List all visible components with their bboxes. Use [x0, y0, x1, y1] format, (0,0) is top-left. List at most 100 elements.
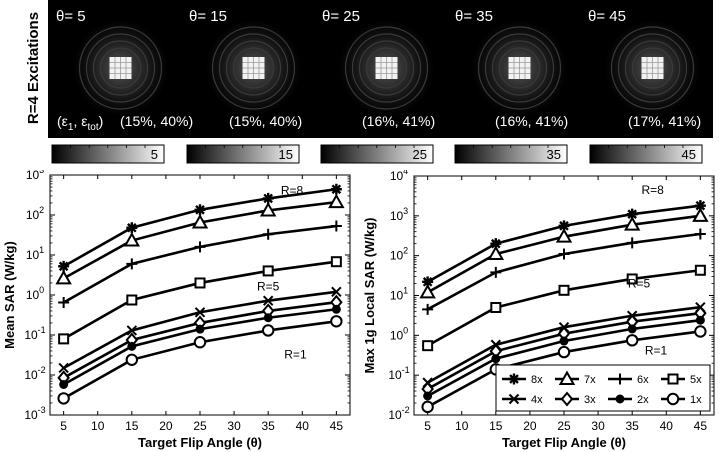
data-point-triangle-marker [328, 193, 345, 209]
x-tick-label: 10 [91, 419, 105, 433]
data-point-triangle-marker [623, 216, 641, 231]
excitation-panel: θ= 5 (15%, 40%) [56, 8, 193, 129]
data-point-plus-marker [422, 303, 434, 315]
data-point-diamond-marker [560, 391, 574, 407]
data-point-asterisk-marker [422, 276, 434, 288]
data-point-triangle-marker [555, 228, 573, 243]
y-tick-label: 104 [390, 170, 408, 183]
error-values: (15%, 40%) [120, 113, 193, 129]
series-7x [419, 207, 709, 299]
y-tick-label: 102 [390, 246, 408, 263]
error-values: (15%, 40%) [229, 113, 302, 129]
data-point-dot-marker [559, 336, 569, 346]
data-point-dot-marker [627, 324, 637, 334]
y-tick-label: 100 [390, 325, 408, 342]
data-point-plus-marker [194, 241, 206, 253]
y-tick-label: 10-1 [24, 325, 45, 342]
data-point-cross-marker [331, 286, 342, 298]
data-point-dot-marker [423, 391, 433, 401]
data-point-circle-marker [261, 324, 275, 337]
excitation-ring [92, 40, 149, 96]
x-tick-label: 15 [489, 419, 503, 433]
legend-label: 6x [637, 374, 649, 386]
excitation-ring [211, 26, 296, 110]
y-tick-label: 103 [26, 170, 44, 182]
data-point-triangle-marker [487, 245, 505, 261]
legend-entry: 8x [502, 373, 543, 386]
excitation-ring [617, 33, 688, 103]
excitation-ring [344, 26, 429, 110]
data-point-cross-marker [508, 393, 520, 405]
x-tick-label: 20 [523, 419, 537, 433]
data-point-circle-marker [694, 325, 707, 338]
data-point-plus-marker [558, 248, 570, 260]
data-point-circle-marker [57, 392, 70, 405]
x-tick-label: 45 [694, 419, 708, 433]
colorbar-max-label: 25 [413, 147, 427, 162]
data-point-cross-marker [262, 295, 274, 306]
series-5x [58, 256, 342, 345]
legend-entry: 4x [502, 393, 543, 406]
excitation-panel-strip: R=4 Excitations θ= 5 (15%, 40%) θ= 15 (15%,… [25, 0, 713, 164]
theta-label: θ= 25 [322, 8, 360, 25]
series-5x [422, 264, 706, 352]
legend-label: 1x [690, 394, 702, 406]
data-point-triangle-marker [123, 231, 141, 247]
y-tick-label: 101 [26, 245, 44, 262]
excitation-ring [232, 47, 275, 89]
excitation-ring [498, 47, 541, 89]
data-point-triangle-marker [259, 201, 277, 217]
data-point-asterisk-marker [126, 222, 138, 234]
x-tick-label: 40 [660, 419, 674, 433]
data-point-asterisk-marker [508, 373, 520, 385]
x-axis-label: Target Flip Angle (θ) [502, 435, 626, 450]
region-annotation: R=5 [628, 276, 651, 290]
data-point-cross-marker [194, 307, 206, 318]
colorbar: 45 [589, 144, 703, 164]
data-point-plus-marker [626, 237, 638, 249]
excitation-panel: θ= 15 (15%, 40%) [189, 8, 302, 129]
data-point-plus-marker [330, 220, 342, 232]
data-point-square-marker [422, 340, 434, 352]
data-point-square-marker [194, 277, 206, 289]
data-point-circle-marker [625, 334, 639, 347]
series-7x [55, 193, 345, 285]
series-2x [423, 315, 705, 401]
data-point-square-marker [126, 294, 138, 306]
legend-label: 8x [531, 374, 543, 386]
data-point-square-marker [667, 373, 679, 385]
excitation-panel: θ= 45 (17%, 41%) [588, 8, 701, 129]
data-point-asterisk-marker [330, 183, 342, 195]
data-point-asterisk-marker [58, 260, 70, 272]
x-tick-label: 25 [193, 419, 207, 433]
series-8x [58, 183, 342, 272]
data-point-square-marker [490, 301, 502, 313]
excitation-ring [99, 47, 142, 89]
y-tick-label: 103 [390, 206, 408, 223]
theta-label: θ= 5 [56, 8, 86, 25]
series-6x [58, 220, 342, 308]
legend: 8x 7x 6x 5x 4x 3x 2x 1x [495, 364, 711, 412]
theta-label: θ= 35 [455, 8, 493, 25]
data-point-triangle-marker [55, 269, 72, 285]
excitation-ring [624, 40, 681, 96]
y-tick-label: 102 [26, 205, 44, 222]
legend-label: 5x [690, 374, 702, 386]
x-tick-label: 40 [296, 419, 310, 433]
data-point-asterisk-marker [558, 220, 570, 232]
series-4x [58, 286, 342, 374]
data-point-dot-marker [263, 313, 273, 323]
x-axis-label: Target Flip Angle (θ) [138, 435, 262, 450]
excitation-ring [610, 26, 695, 110]
x-tick-label: 15 [125, 419, 139, 433]
excitation-ring [351, 33, 422, 103]
y-tick-label: 100 [26, 285, 44, 302]
data-point-plus-marker [126, 258, 138, 270]
series-8x [422, 200, 706, 288]
legend-entry: 2x [608, 394, 649, 406]
excitation-ring [78, 26, 163, 110]
data-point-dot-marker [695, 315, 705, 325]
excitation-ring [365, 47, 408, 89]
data-point-asterisk-marker [694, 200, 706, 212]
data-point-asterisk-marker [262, 192, 274, 204]
